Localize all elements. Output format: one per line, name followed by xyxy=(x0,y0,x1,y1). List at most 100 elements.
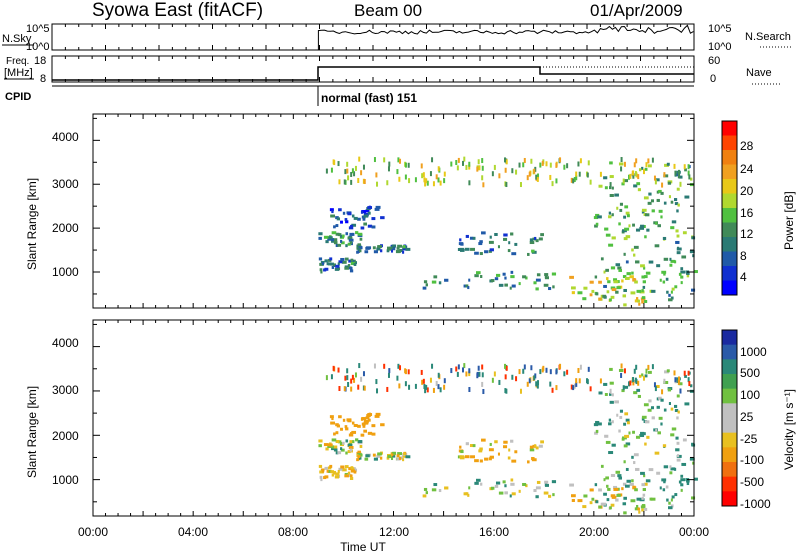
power-echo-top-3 xyxy=(579,158,582,164)
velocity-echo-7-44 xyxy=(658,396,662,400)
velocity-echo-7-6 xyxy=(603,492,607,496)
power-echo-top-137 xyxy=(549,174,552,180)
velocity-echo-top-156 xyxy=(435,380,438,386)
power-echo-3-23 xyxy=(367,211,371,215)
power-echo-1-10 xyxy=(356,250,359,254)
power-echo-1-19 xyxy=(391,247,396,251)
power-echo-top-70 xyxy=(545,161,548,167)
power-echo-top-29 xyxy=(530,158,533,164)
velocity-echo-top-65 xyxy=(443,384,446,390)
velocity-echo-0-1 xyxy=(341,448,345,452)
velocity-echo-top-138 xyxy=(519,388,522,394)
velocity-echo-1-21 xyxy=(365,454,370,458)
velocity-echo-7-106 xyxy=(670,407,674,411)
velocity-echo-7-173 xyxy=(644,507,648,511)
power-echo-2-19 xyxy=(327,262,332,266)
velocity-echo-5-21 xyxy=(472,444,476,448)
velocity-echo-top-117 xyxy=(642,375,645,381)
velocity-echo-0-18 xyxy=(345,451,348,455)
velocity-echo-1-8 xyxy=(364,457,369,461)
velocity-echo-top-90 xyxy=(609,388,612,394)
velocity-echo-5-32 xyxy=(494,440,498,444)
vel-cb-tick-100: 100 xyxy=(740,388,760,402)
velocity-echo-0-32 xyxy=(349,448,353,452)
power-echo-7-34 xyxy=(676,251,681,255)
velocity-echo-5-9 xyxy=(535,446,539,450)
velocity-echo-3-30 xyxy=(330,421,336,425)
velocity-echo-top-146 xyxy=(505,388,508,394)
power-echo-7-114 xyxy=(615,263,621,267)
power-echo-7-58 xyxy=(655,178,660,182)
power-echo-top-30 xyxy=(358,156,361,162)
power-echo-top-6 xyxy=(635,158,638,164)
power-echo-4-21 xyxy=(510,270,514,274)
velocity-echo-4-37 xyxy=(431,488,437,492)
velocity-echo-7-153 xyxy=(669,465,672,469)
velocity-echo-4-3 xyxy=(463,492,468,496)
power-echo-top-82 xyxy=(620,157,623,163)
velocity-echo-7-139 xyxy=(684,374,687,378)
velocity-echo-top-52 xyxy=(677,379,680,385)
velocity-echo-7-114 xyxy=(615,470,621,474)
velocity-echo-3-29 xyxy=(360,433,365,437)
vel-cb-tick-500: 500 xyxy=(740,366,760,380)
time-tick-5: 20:00 xyxy=(579,525,609,539)
power-echo-top-28 xyxy=(528,171,531,177)
velocity-echo-1-28 xyxy=(391,453,394,457)
velocity-echo-3-17 xyxy=(371,424,376,428)
power-colorbar-swatch-1 xyxy=(722,135,737,151)
power-echo-6-24 xyxy=(570,286,576,290)
power-echo-1-33 xyxy=(377,245,382,249)
power-echo-6-39 xyxy=(642,280,646,284)
power-echo-5-7 xyxy=(470,247,476,251)
power-echo-3-35 xyxy=(371,225,376,229)
power-echo-3-2 xyxy=(375,205,381,209)
velocity-echo-4-9 xyxy=(510,482,515,486)
power-colorbar-swatch-6 xyxy=(722,208,737,223)
velocity-echo-7-133 xyxy=(644,420,650,424)
velocity-echo-1-31 xyxy=(358,453,363,457)
velocity-echo-0-24 xyxy=(345,439,349,443)
power-y-tick-3000: 3000 xyxy=(52,177,79,191)
power-echo-7-5 xyxy=(656,264,661,268)
power-echo-7-122 xyxy=(636,289,642,293)
velocity-echo-top-159 xyxy=(551,387,554,393)
velocity-echo-top-157 xyxy=(678,376,681,382)
velocity-echo-3-37 xyxy=(363,429,368,433)
power-echo-7-173 xyxy=(644,299,648,303)
power-echo-7-99 xyxy=(659,278,662,282)
velocity-echo-7-9 xyxy=(665,485,669,489)
velocity-echo-7-77 xyxy=(625,467,629,471)
power-echo-top-57 xyxy=(420,163,423,169)
power-echo-top-123 xyxy=(481,165,484,171)
power-colorbar-swatch-7 xyxy=(722,222,737,238)
velocity-echo-top-51 xyxy=(634,377,637,383)
power-echo-top-131 xyxy=(663,172,666,178)
power-echo-4-22 xyxy=(423,280,428,284)
power-y-tick-2000: 2000 xyxy=(52,221,79,235)
velocity-echo-top-62 xyxy=(535,381,538,387)
power-echo-top-48 xyxy=(346,168,349,174)
power-echo-0-12 xyxy=(332,238,338,242)
velocity-echo-6-2 xyxy=(636,504,639,508)
power-echo-top-69 xyxy=(354,165,357,171)
power-echo-7-45 xyxy=(624,276,630,280)
velocity-echo-top-98 xyxy=(563,371,566,377)
velocity-echo-7-68 xyxy=(678,382,683,386)
power-echo-7-4 xyxy=(617,266,622,270)
velocity-echo-7-58 xyxy=(655,384,660,388)
velocity-echo-top-99 xyxy=(534,373,537,379)
power-echo-4-15 xyxy=(422,286,427,290)
power-echo-7-40 xyxy=(631,248,634,252)
velocity-echo-6-29 xyxy=(591,497,595,501)
power-echo-top-21 xyxy=(587,160,590,166)
power-echo-0-22 xyxy=(347,242,351,246)
velocity-echo-top-114 xyxy=(575,378,578,384)
power-echo-1-16 xyxy=(373,250,378,254)
velocity-echo-0-29 xyxy=(355,438,359,442)
velocity-echo-7-145 xyxy=(641,496,644,500)
power-echo-7-135 xyxy=(663,272,666,276)
velocity-echo-top-142 xyxy=(555,369,558,375)
velocity-echo-7-33 xyxy=(676,394,680,398)
velocity-echo-top-53 xyxy=(688,381,691,387)
